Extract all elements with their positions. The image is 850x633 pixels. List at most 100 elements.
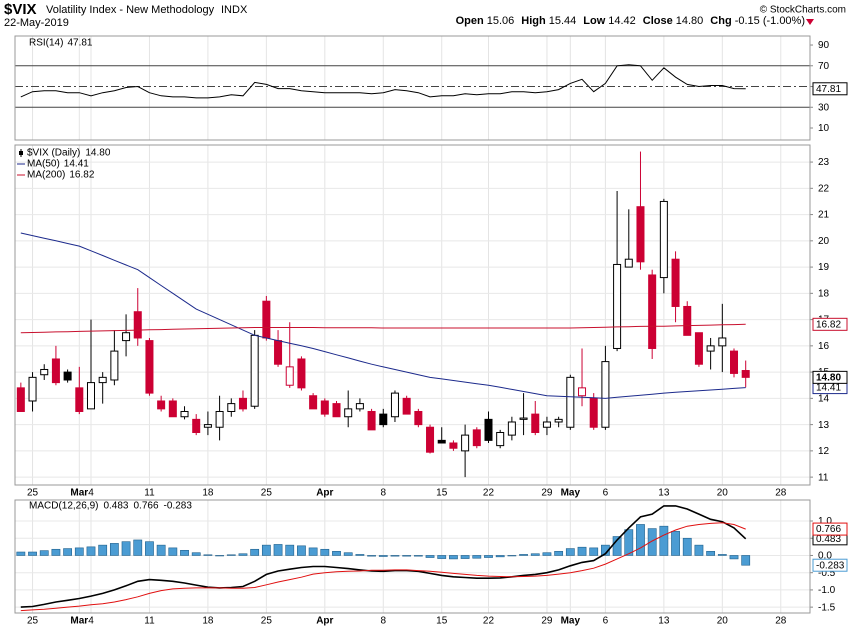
histogram-bar bbox=[145, 541, 154, 556]
candle-body bbox=[215, 410, 224, 428]
x-tick-label: 28 bbox=[775, 488, 787, 499]
histogram-bar bbox=[717, 554, 727, 556]
candle-body bbox=[145, 340, 154, 394]
x-tick-label: 11 bbox=[144, 488, 155, 499]
histogram-bar bbox=[495, 555, 505, 558]
y-tick-label: 90 bbox=[818, 40, 830, 51]
legend-label: RSI(14) bbox=[29, 38, 63, 49]
candle-body bbox=[683, 305, 692, 336]
value-box bbox=[812, 558, 848, 572]
x-tick-label: 13 bbox=[658, 488, 670, 499]
candle-body bbox=[589, 397, 598, 428]
candle-body bbox=[285, 366, 294, 386]
candle-body bbox=[718, 337, 727, 347]
candle-body bbox=[624, 258, 633, 268]
candle-body bbox=[671, 258, 680, 307]
histogram-bar bbox=[647, 528, 657, 556]
x-tick-label: Apr bbox=[316, 616, 333, 627]
x-tick-label: Mar bbox=[70, 488, 88, 499]
histogram-bar bbox=[542, 552, 552, 556]
quote-value: 14.42 bbox=[608, 15, 636, 27]
x-tick-label: 29 bbox=[541, 488, 553, 499]
histogram-bar bbox=[390, 555, 400, 557]
candle-body bbox=[507, 421, 516, 436]
legend-label: MA(200) bbox=[27, 170, 65, 181]
candle-body bbox=[297, 358, 306, 389]
candle-body bbox=[496, 431, 505, 447]
legend-label: MA(50) bbox=[27, 159, 60, 170]
quote: Open 15.06 High 15.44 Low 14.42 Close 14.80 Chg -… bbox=[449, 15, 805, 27]
legend-value: 0.766 bbox=[134, 501, 159, 512]
x-tick-label: 28 bbox=[775, 616, 787, 627]
histogram-bar bbox=[273, 544, 283, 556]
candle-body bbox=[274, 340, 283, 365]
candle-body bbox=[741, 370, 750, 378]
candle-body bbox=[344, 408, 353, 418]
y-tick-label: 1.0 bbox=[818, 516, 832, 527]
legend-value: 14.80 bbox=[85, 148, 110, 159]
candle-body bbox=[426, 426, 435, 453]
histogram-bar bbox=[261, 544, 271, 556]
histogram-bar bbox=[343, 552, 353, 556]
histogram-bar bbox=[519, 554, 528, 556]
candle-body bbox=[192, 418, 201, 433]
y-tick-label: 30 bbox=[818, 102, 830, 113]
symbol: $VIX bbox=[4, 1, 37, 18]
value-box bbox=[812, 317, 848, 331]
histogram-bar bbox=[624, 529, 634, 556]
candle-body bbox=[63, 371, 72, 381]
histogram-bar bbox=[565, 548, 575, 556]
candle-body bbox=[402, 397, 411, 415]
panel-frame bbox=[14, 35, 811, 141]
panel-frame bbox=[14, 144, 811, 486]
histogram-bar bbox=[297, 545, 306, 556]
candle-body bbox=[531, 413, 540, 433]
candle-body bbox=[227, 403, 236, 412]
date: 22-May-2019 bbox=[4, 17, 69, 29]
value-box-label: 0.766 bbox=[816, 524, 841, 535]
x-tick-label: 29 bbox=[541, 616, 553, 627]
quote-label: Close bbox=[642, 15, 673, 27]
x-tick-label: Apr bbox=[316, 488, 333, 499]
candle-body bbox=[168, 400, 177, 418]
ma-line bbox=[20, 232, 746, 399]
quote-label: Chg bbox=[710, 15, 732, 27]
candle-body bbox=[238, 397, 247, 410]
macd-line bbox=[20, 505, 747, 608]
x-tick-label: 8 bbox=[380, 616, 386, 627]
histogram-bar bbox=[121, 541, 131, 556]
y-tick-label: 18 bbox=[818, 288, 830, 299]
candle-body bbox=[379, 413, 388, 426]
candle-body bbox=[449, 442, 458, 449]
exchange: INDX bbox=[221, 4, 248, 16]
quote-value: 15.06 bbox=[486, 15, 515, 27]
x-tick-label: 4 bbox=[88, 616, 94, 627]
histogram-bar bbox=[741, 555, 751, 566]
watermark: © StockCharts.com bbox=[760, 5, 846, 16]
histogram-bar bbox=[98, 544, 108, 556]
y-tick-label: 22 bbox=[818, 183, 830, 194]
ma-line bbox=[20, 323, 746, 334]
histogram-bar bbox=[156, 544, 166, 556]
y-tick-label: 14 bbox=[818, 393, 830, 404]
quote-value: 14.80 bbox=[675, 15, 704, 27]
candle-body bbox=[309, 395, 318, 410]
candle-body bbox=[320, 400, 329, 415]
histogram-bar bbox=[530, 553, 540, 556]
legend-label: $VIX (Daily) bbox=[27, 148, 80, 159]
histogram-bar bbox=[449, 555, 458, 560]
histogram-bar bbox=[215, 555, 224, 557]
quote-label: High bbox=[521, 15, 546, 27]
histogram-bar bbox=[425, 555, 435, 558]
candle-body bbox=[262, 300, 271, 339]
histogram-bar bbox=[507, 555, 517, 557]
candle-body bbox=[133, 311, 142, 339]
histogram-bar bbox=[706, 551, 716, 556]
candle-body bbox=[86, 382, 95, 410]
quote-label: Open bbox=[455, 15, 484, 27]
legend-value: 0.483 bbox=[103, 501, 128, 512]
histogram-bar bbox=[694, 544, 704, 556]
y-tick-label: 16 bbox=[818, 341, 830, 352]
candle-body bbox=[250, 334, 259, 407]
